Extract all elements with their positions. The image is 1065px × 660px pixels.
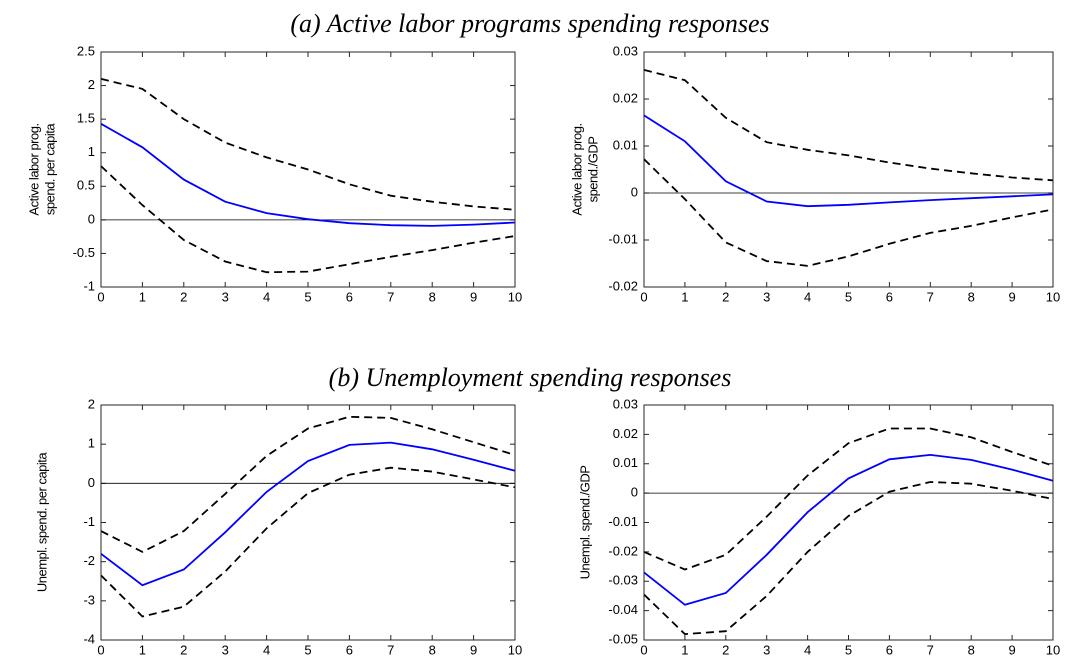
y-tick-label: -1: [83, 278, 95, 293]
x-tick-label: 6: [886, 289, 893, 304]
y-tick-label: -1: [83, 514, 95, 529]
x-tick-label: 3: [763, 289, 770, 304]
x-tick-label: 8: [429, 289, 436, 304]
y-tick-label: 0.03: [613, 396, 638, 411]
plot-frame: [100, 404, 516, 641]
x-tick-label: 2: [180, 642, 187, 657]
x-tick-label: 10: [508, 289, 522, 304]
y-tick-label: -0.02: [608, 543, 638, 558]
x-tick-label: 1: [139, 642, 146, 657]
y-tick-label: -0.5: [73, 245, 95, 260]
x-tick-label: 4: [263, 289, 270, 304]
x-tick-label: 5: [304, 642, 311, 657]
x-tick-label: 2: [722, 642, 729, 657]
y-tick-label: 0: [631, 184, 638, 199]
y-tick-label: -0.03: [608, 573, 638, 588]
y-axis-label: Active labor prog.: [569, 123, 584, 215]
line-series: [643, 481, 1054, 636]
line-series: [643, 114, 1054, 208]
y-axis-label: Active labor prog.: [26, 123, 41, 215]
y-tick-label: 2: [88, 396, 95, 411]
y-tick-label: 0.01: [613, 455, 638, 470]
y-tick-label: -0.04: [608, 602, 638, 617]
x-tick-label: 3: [222, 642, 229, 657]
y-tick-label: -0.01: [608, 231, 638, 246]
x-tick-label: 8: [429, 642, 436, 657]
x-tick-label: 5: [845, 289, 852, 304]
x-tick-label: 10: [508, 642, 522, 657]
x-tick-label: 7: [387, 642, 394, 657]
x-tick-label: 4: [804, 642, 811, 657]
y-axis-label: spend. per capita: [42, 123, 57, 216]
x-tick-label: 6: [346, 289, 353, 304]
x-tick-label: 1: [681, 642, 688, 657]
y-tick-label: 1: [88, 436, 95, 451]
y-tick-label: 2.5: [77, 43, 95, 58]
x-tick-label: 6: [886, 642, 893, 657]
x-tick-label: 6: [346, 642, 353, 657]
line-series: [643, 158, 1054, 267]
y-tick-label: 0.01: [613, 137, 638, 152]
y-tick-label: -4: [83, 631, 95, 646]
y-axis-label: Unempl. spend. per capita: [34, 452, 49, 593]
x-tick-label: 8: [968, 289, 975, 304]
line-series: [643, 453, 1054, 606]
section-title: (b) Unemployment spending responses: [329, 363, 732, 392]
x-tick-label: 10: [1046, 289, 1060, 304]
y-tick-label: 0.5: [77, 178, 95, 193]
x-tick-label: 3: [222, 289, 229, 304]
y-tick-label: 0.03: [613, 43, 638, 58]
line-series: [643, 69, 1054, 182]
y-tick-label: 0: [631, 485, 638, 500]
x-tick-label: 9: [470, 642, 477, 657]
x-tick-label: 2: [180, 289, 187, 304]
x-tick-label: 0: [640, 642, 647, 657]
y-tick-label: -0.01: [608, 514, 638, 529]
y-tick-label: 0: [88, 475, 95, 490]
line-series: [100, 165, 516, 274]
x-tick-label: 4: [804, 289, 811, 304]
x-tick-label: 7: [927, 289, 934, 304]
plot-frame: [643, 51, 1054, 288]
line-series: [100, 123, 516, 227]
y-tick-label: -0.02: [608, 278, 638, 293]
x-tick-label: 1: [681, 289, 688, 304]
x-tick-label: 9: [470, 289, 477, 304]
x-tick-label: 4: [263, 642, 270, 657]
plot-frame: [643, 404, 1054, 641]
x-tick-label: 5: [845, 642, 852, 657]
y-tick-label: 1.5: [77, 111, 95, 126]
y-tick-label: -2: [83, 553, 95, 568]
x-tick-label: 0: [97, 289, 104, 304]
x-tick-label: 7: [387, 289, 394, 304]
y-tick-label: 1: [88, 144, 95, 159]
x-tick-label: 2: [722, 289, 729, 304]
y-tick-label: 0: [88, 211, 95, 226]
x-tick-label: 3: [763, 642, 770, 657]
x-tick-label: 10: [1046, 642, 1060, 657]
x-tick-label: 1: [139, 289, 146, 304]
x-tick-label: 7: [927, 642, 934, 657]
x-tick-label: 8: [968, 642, 975, 657]
x-tick-label: 9: [1008, 289, 1015, 304]
line-series: [643, 427, 1054, 571]
y-tick-label: -0.05: [608, 631, 638, 646]
x-tick-label: 0: [640, 289, 647, 304]
x-tick-label: 0: [97, 642, 104, 657]
y-tick-label: -3: [83, 592, 95, 607]
line-series: [100, 415, 516, 553]
y-axis-label: spend./GDP: [585, 137, 600, 203]
x-tick-label: 5: [304, 289, 311, 304]
x-tick-label: 9: [1008, 642, 1015, 657]
y-axis-label: Unempl. spend./GDP: [577, 466, 592, 580]
y-tick-label: 2: [88, 77, 95, 92]
line-series: [100, 78, 516, 211]
y-tick-label: 0.02: [613, 426, 638, 441]
section-title: (a) Active labor programs spending respo…: [290, 9, 769, 38]
line-series: [100, 441, 516, 587]
plot-frame: [100, 51, 516, 288]
y-tick-label: 0.02: [613, 90, 638, 105]
